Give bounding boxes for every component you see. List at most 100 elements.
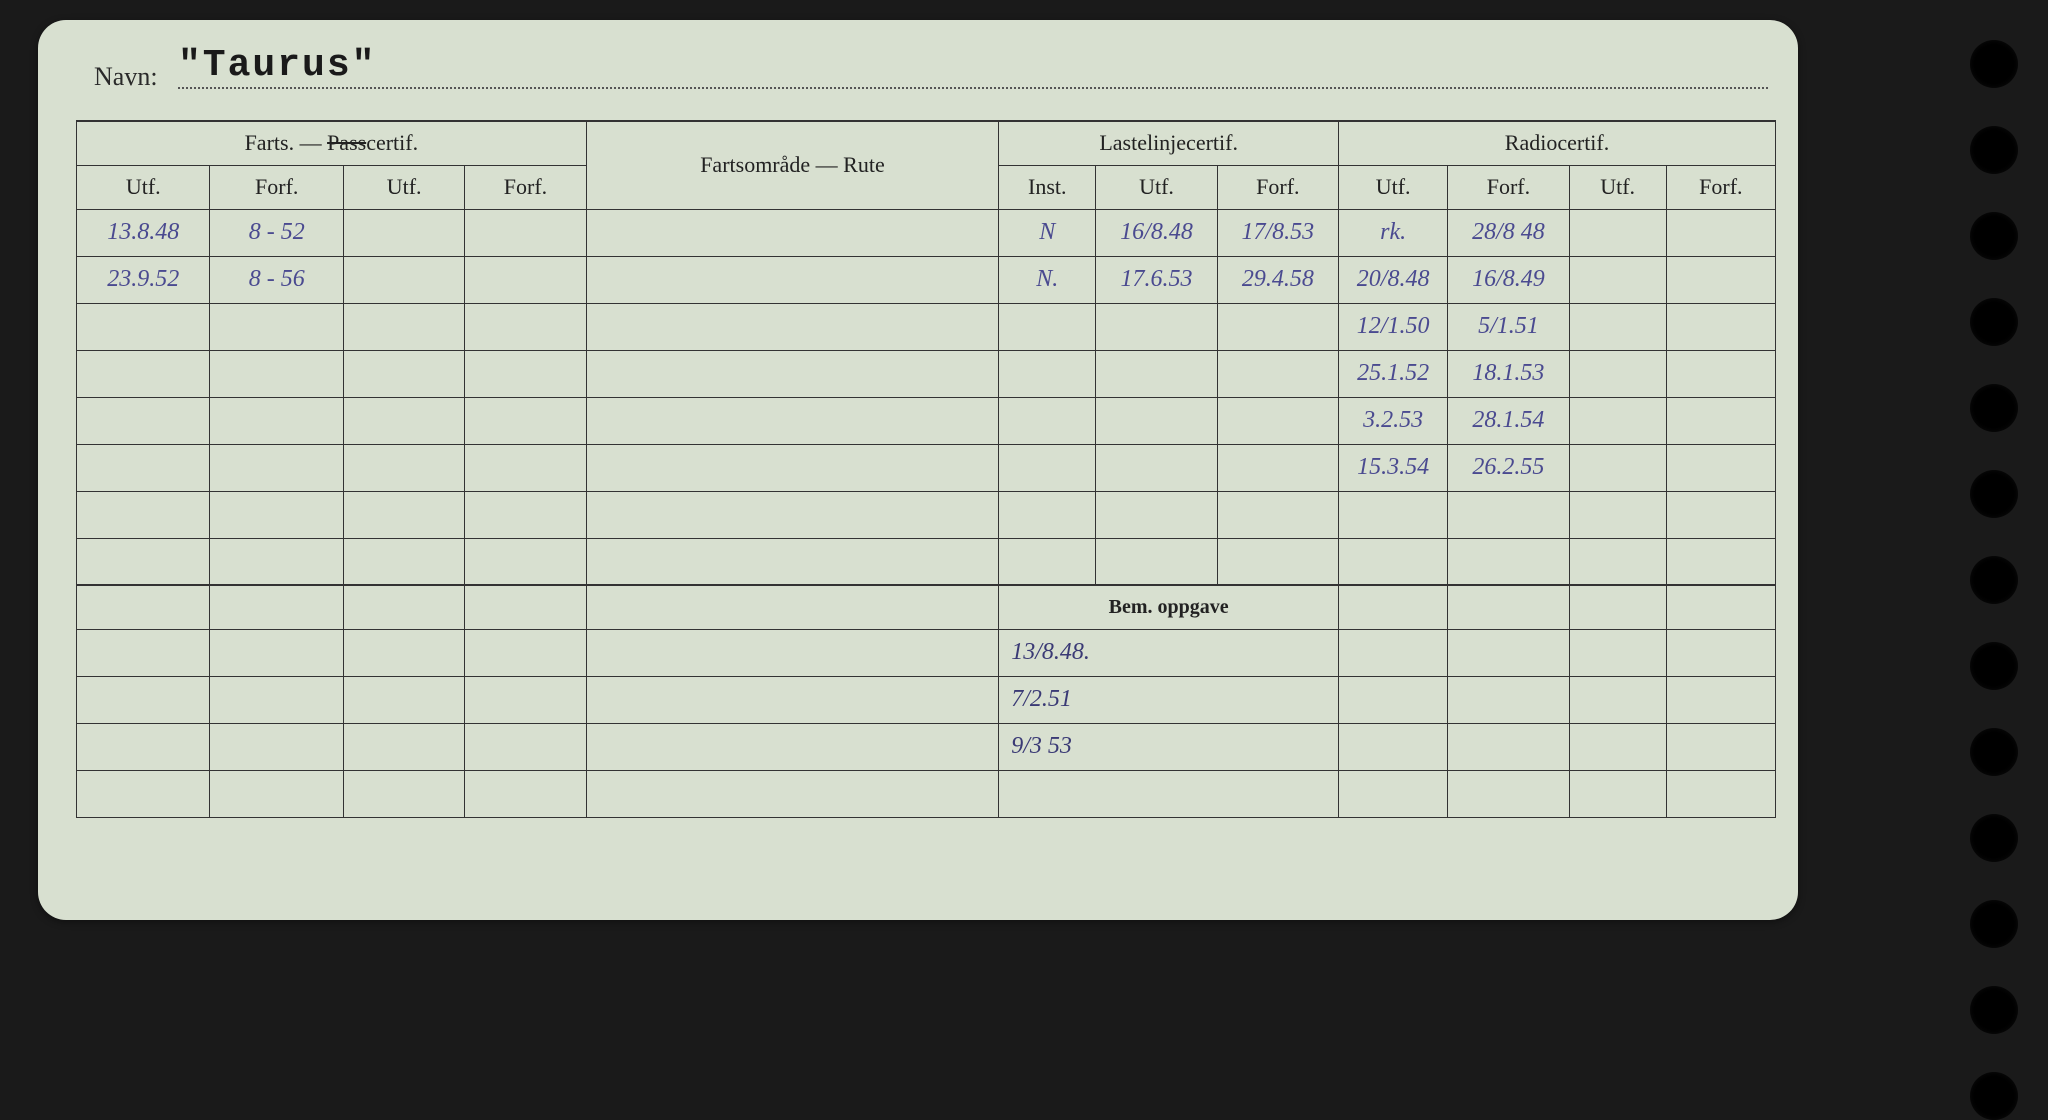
cell-laste_inst — [999, 303, 1096, 350]
cell-fartsomrade — [586, 538, 999, 585]
cell-farts_forf2 — [465, 397, 586, 444]
cell-fartsomrade — [586, 350, 999, 397]
binder-hole — [1970, 384, 2018, 432]
cell-farts_forf2 — [465, 209, 586, 256]
cell-fartsomrade — [586, 444, 999, 491]
table-row — [77, 538, 1776, 585]
bem-oppgave-header-row: Bem. oppgave — [77, 585, 1776, 629]
cell-farts_forf2 — [465, 629, 586, 676]
empty-cell — [1339, 585, 1448, 629]
cell-laste_forf — [1217, 350, 1338, 397]
cell-farts_utf2 — [343, 350, 464, 397]
h-farts-forf2: Forf. — [465, 165, 586, 209]
cell-radio_forf2 — [1666, 538, 1775, 585]
cell-radio_utf2 — [1569, 444, 1666, 491]
cell-bem: 9/3 53 — [999, 723, 1339, 770]
cell-farts_utf2 — [343, 491, 464, 538]
cell-farts_forf1: 8 - 56 — [210, 256, 343, 303]
cell-radio_utf1: rk. — [1339, 209, 1448, 256]
h-laste-inst: Inst. — [999, 165, 1096, 209]
cell-farts_utf1 — [77, 629, 210, 676]
cell-radio_forf2 — [1666, 256, 1775, 303]
cell-fartsomrade — [586, 770, 999, 817]
cell-radio_forf1 — [1448, 723, 1569, 770]
cell-radio_utf1: 3.2.53 — [1339, 397, 1448, 444]
cell-farts_forf1 — [210, 303, 343, 350]
cell-radio_forf1 — [1448, 676, 1569, 723]
cell-laste_inst: N. — [999, 256, 1096, 303]
h-radio-forf2: Forf. — [1666, 165, 1775, 209]
cell-farts_forf2 — [465, 676, 586, 723]
cell-farts_utf2 — [343, 629, 464, 676]
cell-farts_utf1 — [77, 303, 210, 350]
binder-hole — [1970, 212, 2018, 260]
cell-radio_forf1: 26.2.55 — [1448, 444, 1569, 491]
cell-farts_utf2 — [343, 723, 464, 770]
binder-hole — [1970, 900, 2018, 948]
cell-laste_forf — [1217, 397, 1338, 444]
cell-laste_forf: 29.4.58 — [1217, 256, 1338, 303]
cell-radio_forf2 — [1666, 770, 1775, 817]
cell-laste_inst — [999, 538, 1096, 585]
cell-fartsomrade — [586, 209, 999, 256]
cell-farts_utf1 — [77, 491, 210, 538]
empty-cell — [343, 585, 464, 629]
cell-radio_forf2 — [1666, 303, 1775, 350]
cell-radio_utf1: 15.3.54 — [1339, 444, 1448, 491]
cell-radio_utf1 — [1339, 491, 1448, 538]
empty-cell — [465, 585, 586, 629]
empty-cell — [1448, 585, 1569, 629]
cell-laste_inst — [999, 350, 1096, 397]
cell-fartsomrade — [586, 397, 999, 444]
h-radio-utf1: Utf. — [1339, 165, 1448, 209]
table-row: 13.8.488 - 52N16/8.4817/8.53rk.28/8 48 — [77, 209, 1776, 256]
header-fartsomrade: Fartsområde — Rute — [586, 121, 999, 209]
cell-radio_forf2 — [1666, 444, 1775, 491]
cell-radio_utf1 — [1339, 538, 1448, 585]
cell-farts_utf2 — [343, 397, 464, 444]
h-radio-utf2: Utf. — [1569, 165, 1666, 209]
cell-laste_inst: N — [999, 209, 1096, 256]
cell-radio_forf2 — [1666, 629, 1775, 676]
cell-laste_forf: 17/8.53 — [1217, 209, 1338, 256]
table-row — [77, 491, 1776, 538]
cell-radio_forf1 — [1448, 538, 1569, 585]
table-row: 9/3 53 — [77, 723, 1776, 770]
h-farts-forf1: Forf. — [210, 165, 343, 209]
cell-farts_forf2 — [465, 303, 586, 350]
empty-cell — [210, 585, 343, 629]
cell-radio_utf1: 20/8.48 — [1339, 256, 1448, 303]
cell-radio_utf1: 12/1.50 — [1339, 303, 1448, 350]
cell-radio_utf2 — [1569, 209, 1666, 256]
cell-farts_utf1 — [77, 444, 210, 491]
binder-hole — [1970, 126, 2018, 174]
cell-radio_forf1 — [1448, 770, 1569, 817]
cell-radio_forf1: 28/8 48 — [1448, 209, 1569, 256]
table-row: 3.2.5328.1.54 — [77, 397, 1776, 444]
cell-farts_utf2 — [343, 209, 464, 256]
cell-farts_utf2 — [343, 303, 464, 350]
cell-laste_inst — [999, 444, 1096, 491]
cell-farts_utf2 — [343, 444, 464, 491]
header-lastelinje: Lastelinjecertif. — [999, 121, 1339, 165]
cell-fartsomrade — [586, 676, 999, 723]
cell-radio_utf2 — [1569, 538, 1666, 585]
empty-cell — [1569, 585, 1666, 629]
header-farts: Farts. — Passcertif. — [77, 121, 587, 165]
empty-cell — [586, 585, 999, 629]
h-laste-utf: Utf. — [1096, 165, 1217, 209]
navn-label: Navn: — [94, 62, 158, 92]
cell-farts_forf1 — [210, 723, 343, 770]
table-row: 25.1.5218.1.53 — [77, 350, 1776, 397]
header-radio: Radiocertif. — [1339, 121, 1776, 165]
cell-laste_utf — [1096, 350, 1217, 397]
cell-radio_forf2 — [1666, 209, 1775, 256]
cell-farts_forf1 — [210, 397, 343, 444]
cell-laste_utf: 16/8.48 — [1096, 209, 1217, 256]
cell-radio_forf1 — [1448, 491, 1569, 538]
cell-radio_utf2 — [1569, 256, 1666, 303]
empty-cell — [77, 585, 210, 629]
table-row: 23.9.528 - 56N.17.6.5329.4.5820/8.4816/8… — [77, 256, 1776, 303]
binder-hole — [1970, 728, 2018, 776]
cell-radio_utf1 — [1339, 723, 1448, 770]
